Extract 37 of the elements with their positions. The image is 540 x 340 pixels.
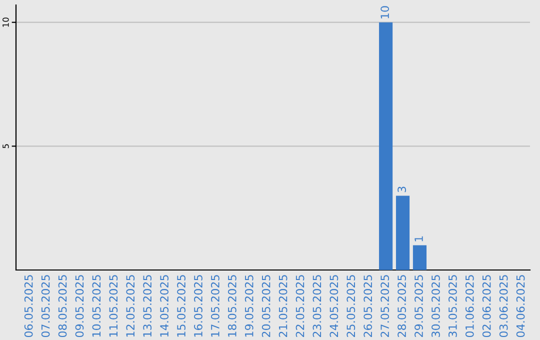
x-tick-label: 06.05.2025 [24, 275, 33, 338]
x-tick-label: 17.05.2025 [210, 275, 220, 337]
data-label: 1 [414, 236, 423, 242]
x-tick-label: 01.06.2025 [465, 275, 474, 338]
x-tick-label: 10.05.2025 [92, 275, 101, 337]
x-tick-label: 19.05.2025 [244, 275, 254, 337]
x-tick-label: 12.05.2025 [126, 275, 135, 337]
x-tick-label: 13.05.2025 [143, 275, 152, 337]
x-tick-label: 18.05.2025 [228, 275, 236, 337]
x-tick-label: 21.05.2025 [278, 275, 288, 337]
bar [412, 245, 427, 270]
x-tick-label: 09.05.2025 [75, 275, 84, 338]
y-tick-label: 5 [2, 144, 9, 148]
x-tick-label: 27.05.2025 [380, 275, 390, 337]
x-tick-label: 29.05.2025 [414, 275, 423, 337]
x-tick-label: 22.05.2025 [296, 275, 304, 337]
x-tick-label: 23.05.2025 [312, 275, 322, 337]
x-tick-label: 04.06.2025 [516, 275, 525, 338]
x-tick-label: 16.05.2025 [194, 275, 202, 337]
x-tick-label: 08.05.2025 [58, 275, 67, 338]
x-tick-label: 02.06.2025 [482, 275, 491, 338]
x-tick-label: 25.05.2025 [346, 275, 356, 337]
data-label: 10 [380, 6, 390, 18]
x-tick-label: 07.05.2025 [41, 275, 50, 338]
x-tick-label: 31.05.2025 [448, 275, 457, 337]
x-tick-label: 26.05.2025 [364, 275, 372, 337]
x-tick-label: 03.06.2025 [499, 275, 508, 338]
data-label: 3 [398, 186, 406, 192]
x-tick-label: 20.05.2025 [262, 275, 270, 337]
x-tick-label: 28.05.2025 [398, 275, 406, 337]
x-tick-label: 11.05.2025 [109, 275, 118, 337]
x-tick-label: 14.05.2025 [160, 275, 169, 337]
x-tick-label: 24.05.2025 [330, 275, 338, 337]
x-tick-label: 30.05.2025 [432, 275, 440, 337]
bar [379, 22, 393, 270]
x-tick-label: 15.05.2025 [177, 275, 186, 337]
bar [396, 196, 410, 270]
